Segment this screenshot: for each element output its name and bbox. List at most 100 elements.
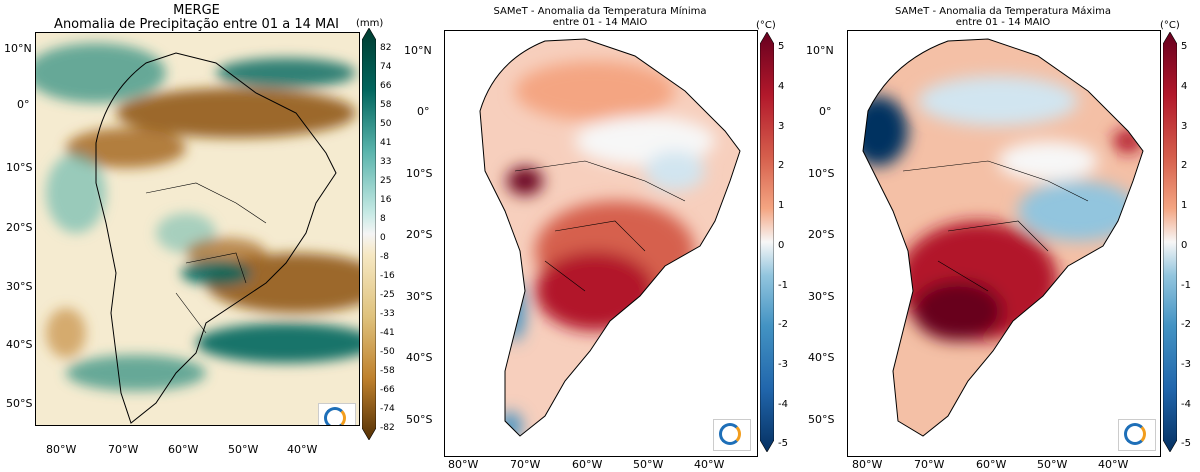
- lat-tick: 10°S: [6, 161, 33, 174]
- colorbar-tick: -41: [380, 328, 395, 338]
- colorbar-tick: 3: [1181, 121, 1188, 132]
- colorbar-tick: -5: [1181, 438, 1191, 449]
- panel-title-line1: MERGE: [173, 3, 220, 18]
- colorbar-tick: 74: [380, 62, 392, 72]
- precipitation-field: [36, 33, 359, 425]
- lon-tick: 70°W: [510, 458, 541, 471]
- colorbar-tick: 1: [1181, 200, 1188, 211]
- lon-tick: 80°W: [448, 458, 479, 471]
- lon-tick: 40°W: [1098, 458, 1129, 471]
- lat-tick: 0°: [17, 98, 30, 111]
- colorbar-unit: (°C): [1160, 20, 1180, 31]
- colorbar-tick: -1: [1181, 280, 1191, 291]
- colorbar-tick: 5: [778, 41, 785, 52]
- colorbar-tick: -4: [1181, 399, 1191, 410]
- tmax-panel: SAMeT - Anomalia da Temperatura Máxima e…: [800, 0, 1200, 472]
- lat-tick: 0°: [819, 105, 832, 118]
- colorbar-tick: -4: [778, 399, 788, 410]
- colorbar-tick: 3: [778, 121, 785, 132]
- lat-tick: 10°N: [806, 44, 834, 57]
- colorbar-tick: -82: [380, 423, 395, 433]
- tmax-field: [862, 38, 1144, 437]
- lon-tick: 60°W: [168, 443, 199, 456]
- tmin-map: [444, 30, 758, 457]
- colorbar-tick: 2: [1181, 160, 1188, 171]
- lat-tick: 30°S: [406, 290, 433, 303]
- colorbar-unit: (°C): [756, 20, 776, 31]
- inmet-logo-icon: [318, 403, 356, 425]
- colorbar-tick: -25: [380, 290, 395, 300]
- lon-tick: 40°W: [287, 443, 318, 456]
- colorbar-tick: -1: [778, 280, 788, 291]
- tmin-field: [479, 38, 741, 437]
- colorbar-tick: 16: [380, 195, 392, 205]
- colorbar-tick: -8: [380, 252, 389, 262]
- colorbar-tick: 8: [380, 214, 386, 224]
- colorbar-tick: 66: [380, 81, 392, 91]
- colorbar-tick: 0: [1181, 240, 1188, 251]
- lon-tick: 70°W: [108, 443, 139, 456]
- lon-tick: 60°W: [976, 458, 1007, 471]
- colorbar-tick: 41: [380, 138, 392, 148]
- colorbar-tick: -50: [380, 347, 395, 357]
- colorbar-unit: (mm): [356, 18, 384, 29]
- panel-title-line1: SAMeT - Anomalia da Temperatura Mínima: [493, 6, 707, 17]
- colorbar-tick: 4: [1181, 81, 1188, 92]
- lat-tick: 0°: [417, 105, 430, 118]
- lat-tick: 10°S: [808, 167, 835, 180]
- colorbar-tick: 5: [1181, 41, 1188, 52]
- lat-tick: 40°S: [808, 351, 835, 364]
- precipitation-panel: MERGE Anomalia de Precipitação entre 01 …: [0, 0, 400, 472]
- precipitation-colorbar: [362, 28, 376, 440]
- lat-tick: 30°S: [808, 290, 835, 303]
- panel-title-line1: SAMeT - Anomalia da Temperatura Máxima: [895, 6, 1111, 17]
- colorbar-tick: 25: [380, 176, 392, 186]
- colorbar-tick: -33: [380, 309, 395, 319]
- lon-tick: 40°W: [694, 458, 725, 471]
- colorbar-tick: -74: [380, 404, 395, 414]
- tmax-colorbar: [1163, 32, 1177, 452]
- panel-title-line2: entre 01 - 14 MAIO: [552, 17, 648, 28]
- lon-tick: 50°W: [228, 443, 259, 456]
- lat-tick: 20°S: [808, 228, 835, 241]
- colorbar-tick: 4: [778, 81, 785, 92]
- lat-tick: 30°S: [6, 280, 33, 293]
- inmet-logo-icon: [1118, 419, 1156, 451]
- colorbar-tick: -3: [778, 359, 788, 370]
- colorbar-tick: 1: [778, 200, 785, 211]
- lon-tick: 80°W: [46, 443, 77, 456]
- lat-tick: 50°S: [808, 413, 835, 426]
- colorbar-tick: 0: [778, 240, 785, 251]
- lat-tick: 10°N: [4, 42, 32, 55]
- lon-tick: 60°W: [572, 458, 603, 471]
- colorbar-tick: -16: [380, 271, 395, 281]
- colorbar-tick: 58: [380, 100, 392, 110]
- colorbar-tick: -2: [1181, 319, 1191, 330]
- lon-tick: 70°W: [914, 458, 945, 471]
- lat-tick: 40°S: [6, 338, 33, 351]
- colorbar-tick: -3: [1181, 359, 1191, 370]
- colorbar-tick: -2: [778, 319, 788, 330]
- panel-title-line2: entre 01 - 14 MAIO: [955, 17, 1051, 28]
- precipitation-map: [35, 32, 360, 426]
- tmin-panel: SAMeT - Anomalia da Temperatura Mínima e…: [400, 0, 800, 472]
- colorbar-tick: 50: [380, 119, 392, 129]
- lat-tick: 10°N: [404, 44, 432, 57]
- panel-title-line2: Anomalia de Precipitação entre 01 a 14 M…: [54, 17, 339, 32]
- colorbar-tick: 2: [778, 160, 785, 171]
- colorbar-tick: 0: [380, 233, 386, 243]
- colorbar-tick: 82: [380, 43, 392, 53]
- lat-tick: 50°S: [406, 413, 433, 426]
- lat-tick: 10°S: [406, 167, 433, 180]
- lat-tick: 40°S: [406, 351, 433, 364]
- colorbar-tick: -58: [380, 366, 395, 376]
- lat-tick: 20°S: [406, 228, 433, 241]
- lat-tick: 20°S: [6, 221, 33, 234]
- colorbar-tick: -66: [380, 385, 395, 395]
- lon-tick: 50°W: [1037, 458, 1068, 471]
- colorbar-tick: -5: [778, 438, 788, 449]
- tmax-map: [847, 30, 1161, 457]
- colorbar-tick: 33: [380, 157, 392, 167]
- tmin-colorbar: [760, 32, 774, 452]
- lat-tick: 50°S: [6, 397, 33, 410]
